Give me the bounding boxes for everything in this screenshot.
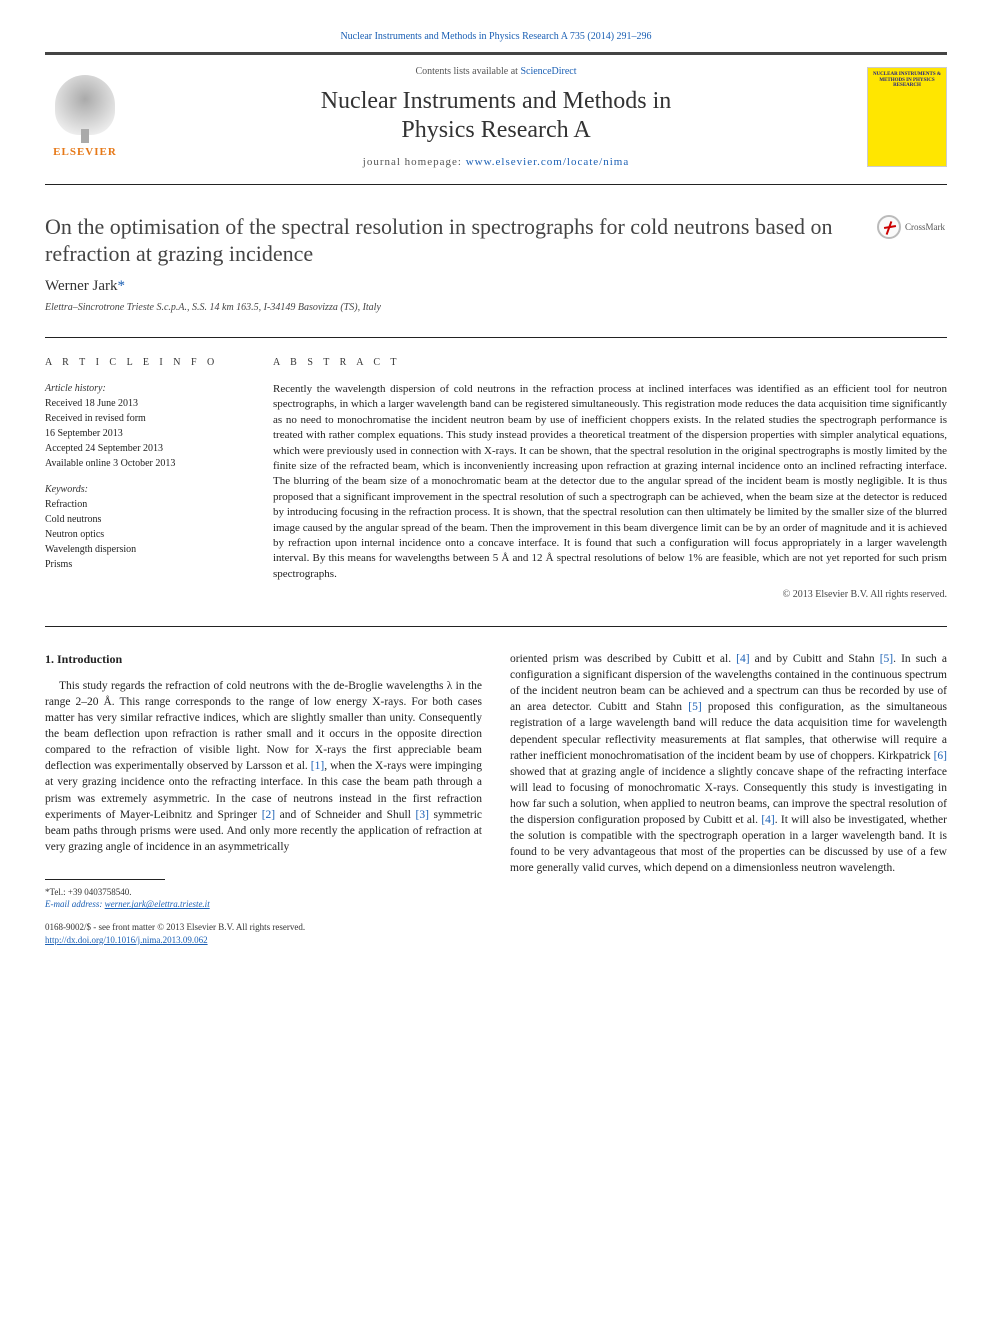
info-heading: A R T I C L E I N F O (45, 356, 245, 370)
journal-cover[interactable]: NUCLEAR INSTRUMENTS & METHODS IN PHYSICS… (867, 67, 947, 167)
page-footer: 0168-9002/$ - see front matter © 2013 El… (45, 921, 947, 946)
received-date: Received 18 June 2013 (45, 397, 245, 411)
keyword: Refraction (45, 498, 245, 512)
body-paragraph: oriented prism was described by Cubitt e… (510, 651, 947, 876)
corresponding-email: E-mail address: werner.jark@elettra.trie… (45, 898, 482, 911)
ref-link[interactable]: [4] (761, 814, 774, 826)
corresponding-mark: * (118, 278, 126, 294)
ref-link[interactable]: [3] (415, 809, 428, 821)
homepage-link[interactable]: www.elsevier.com/locate/nima (466, 156, 630, 168)
abstract-text: Recently the wavelength dispersion of co… (273, 382, 947, 582)
homepage-line: journal homepage: www.elsevier.com/locat… (143, 155, 849, 170)
elsevier-logo[interactable]: ELSEVIER (45, 72, 125, 162)
header-center: Contents lists available at ScienceDirec… (143, 65, 849, 170)
text-run: This study regards the refraction of col… (45, 680, 482, 772)
author-name: Werner Jark* (45, 276, 947, 297)
homepage-prefix: journal homepage: (363, 156, 466, 168)
contents-prefix: Contents lists available at (415, 66, 520, 77)
ref-link[interactable]: [4] (736, 653, 749, 665)
email-link[interactable]: werner.jark@elettra.trieste.it (105, 899, 210, 909)
text-run: and by Cubitt and Stahn (750, 653, 880, 665)
keywords-label: Keywords: (45, 483, 245, 497)
affiliation: Elettra–Sincrotrone Trieste S.c.p.A., S.… (45, 301, 947, 315)
author-text: Werner Jark (45, 278, 118, 294)
contents-line: Contents lists available at ScienceDirec… (143, 65, 849, 79)
ref-link[interactable]: [1] (311, 760, 324, 772)
keyword: Neutron optics (45, 528, 245, 542)
abstract-block: A B S T R A C T Recently the wavelength … (273, 356, 947, 602)
revised-date: 16 September 2013 (45, 427, 245, 441)
ref-link[interactable]: [6] (934, 750, 947, 762)
keyword: Cold neutrons (45, 513, 245, 527)
doi-link[interactable]: http://dx.doi.org/10.1016/j.nima.2013.09… (45, 935, 208, 945)
text-run: oriented prism was described by Cubitt e… (510, 653, 736, 665)
keyword: Prisms (45, 558, 245, 572)
article-title: On the optimisation of the spectral reso… (45, 213, 865, 268)
ref-link[interactable]: [2] (262, 809, 275, 821)
meta-row: A R T I C L E I N F O Article history: R… (45, 337, 947, 602)
keyword: Wavelength dispersion (45, 543, 245, 557)
email-label: E-mail address: (45, 899, 105, 909)
crossmark-icon (877, 215, 901, 239)
accepted-date: Accepted 24 September 2013 (45, 442, 245, 456)
tel-value: +39 0403758540. (68, 887, 132, 897)
footnote-separator (45, 879, 165, 880)
crossmark-label: CrossMark (905, 221, 945, 234)
separator (45, 626, 947, 627)
column-right: oriented prism was described by Cubitt e… (510, 651, 947, 911)
history-label: Article history: (45, 382, 245, 396)
journal-citation[interactable]: Nuclear Instruments and Methods in Physi… (45, 30, 947, 44)
revised-label: Received in revised form (45, 412, 245, 426)
abstract-copyright: © 2013 Elsevier B.V. All rights reserved… (273, 588, 947, 602)
ref-link[interactable]: [5] (880, 653, 893, 665)
online-date: Available online 3 October 2013 (45, 457, 245, 471)
title-row: On the optimisation of the spectral reso… (45, 213, 947, 268)
ref-link[interactable]: [5] (688, 701, 701, 713)
issn-line: 0168-9002/$ - see front matter © 2013 El… (45, 921, 305, 934)
article-info: A R T I C L E I N F O Article history: R… (45, 356, 245, 602)
abstract-heading: A B S T R A C T (273, 356, 947, 370)
journal-name-line2: Physics Research A (401, 117, 590, 143)
corresponding-tel: *Tel.: +39 0403758540. (45, 886, 482, 899)
text-run: and of Schneider and Shull (275, 809, 415, 821)
journal-header: ELSEVIER Contents lists available at Sci… (45, 52, 947, 185)
elsevier-label: ELSEVIER (53, 145, 117, 160)
column-left: 1. Introduction This study regards the r… (45, 651, 482, 911)
journal-name: Nuclear Instruments and Methods in Physi… (143, 87, 849, 145)
section-heading: 1. Introduction (45, 651, 482, 668)
issn-block: 0168-9002/$ - see front matter © 2013 El… (45, 921, 305, 946)
body-paragraph: This study regards the refraction of col… (45, 678, 482, 855)
journal-name-line1: Nuclear Instruments and Methods in (321, 88, 672, 114)
body-columns: 1. Introduction This study regards the r… (45, 651, 947, 911)
crossmark-badge[interactable]: CrossMark (877, 213, 947, 241)
tel-label: *Tel.: (45, 887, 68, 897)
elsevier-tree-icon (55, 75, 115, 135)
cover-title: NUCLEAR INSTRUMENTS & METHODS IN PHYSICS… (872, 72, 942, 89)
sciencedirect-link[interactable]: ScienceDirect (520, 66, 576, 77)
